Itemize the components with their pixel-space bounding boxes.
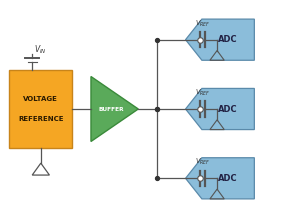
FancyBboxPatch shape [9, 70, 72, 148]
Text: $V_{REF}$: $V_{REF}$ [195, 157, 210, 167]
Text: $V_{REF}$: $V_{REF}$ [195, 18, 210, 29]
Text: $V_{REF}$: $V_{REF}$ [195, 88, 210, 98]
Polygon shape [91, 77, 138, 141]
Text: REFERENCE: REFERENCE [18, 116, 64, 122]
Text: $V_{IN}$: $V_{IN}$ [34, 43, 46, 56]
Text: ADC: ADC [218, 104, 238, 114]
Polygon shape [185, 89, 254, 129]
Polygon shape [185, 19, 254, 60]
Text: ADC: ADC [218, 35, 238, 44]
Text: ADC: ADC [218, 174, 238, 183]
Polygon shape [185, 158, 254, 199]
Text: VOLTAGE: VOLTAGE [23, 96, 58, 102]
Text: BUFFER: BUFFER [99, 107, 125, 111]
